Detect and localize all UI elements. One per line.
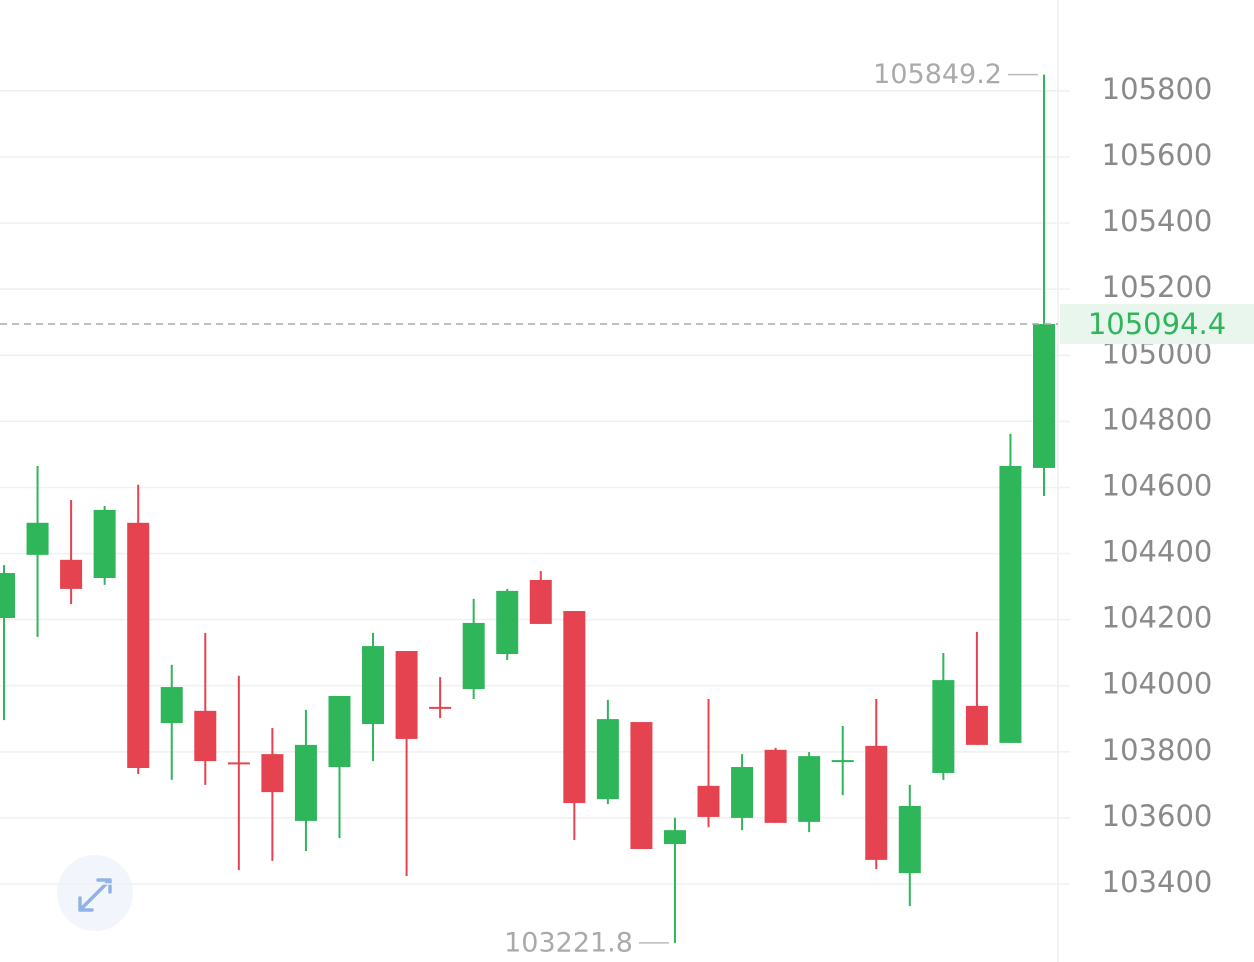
candle-body [563,611,586,804]
y-tick-label: 103400 [1102,865,1213,899]
candle-body [496,590,519,655]
candle-body [898,806,921,874]
y-tick-label: 103800 [1102,733,1213,767]
candle-body [697,785,720,817]
expand-icon[interactable] [78,878,112,912]
high-label: 105849.2 [873,59,1002,90]
candle-body [26,522,49,555]
candle-body [0,573,15,618]
y-tick-label: 104000 [1102,667,1213,701]
candle-body [529,579,552,624]
candle-body [429,706,452,709]
candle-body [965,705,988,745]
candle-body [630,722,653,849]
last-price-label: 105094.4 [1088,307,1226,341]
expand-button[interactable] [57,855,133,931]
candle-body [362,646,385,725]
low-label: 103221.8 [504,927,633,958]
y-tick-label: 105600 [1102,138,1213,172]
y-tick-label: 103600 [1102,799,1213,833]
y-tick-label: 104200 [1102,601,1213,635]
candle-body [93,509,116,578]
y-tick-label: 105400 [1102,204,1213,238]
candle-body [127,522,150,769]
candle-body [462,622,485,690]
candle-body [999,465,1022,743]
candle-body [731,767,754,818]
last-price-bg [1060,304,1254,345]
candle-body [227,762,250,765]
candle-body [1033,324,1055,468]
candle-body [194,710,217,762]
candle-body [764,749,787,823]
y-tick-label: 104400 [1102,535,1213,569]
candle-body [932,680,955,773]
y-tick-label: 104800 [1102,402,1213,436]
candle-body [831,760,854,763]
candle-body [395,651,418,739]
candle-body [328,695,351,768]
candle-body [798,756,821,822]
y-tick-label: 104600 [1102,468,1213,502]
y-tick-label: 105800 [1102,72,1213,106]
candle-body [60,559,83,589]
candle-body [160,687,183,724]
candle-body [596,719,619,800]
candle-body [663,830,686,845]
y-tick-label: 105200 [1102,270,1213,304]
candle-body [865,745,888,860]
candle-body [294,744,317,821]
candle-body [261,754,284,793]
